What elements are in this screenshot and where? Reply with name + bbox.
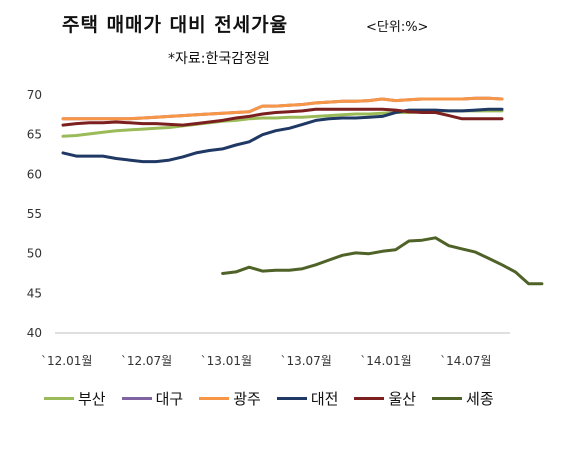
legend-label: 대전 <box>310 390 339 408</box>
legend-item: 세종 <box>432 388 494 409</box>
chart-title: 주택 매매가 대비 전세가율 <box>62 14 289 36</box>
series-line-5 <box>221 236 544 286</box>
x-tick-label: `14.01월 <box>360 354 411 368</box>
legend-item: 대구 <box>121 388 184 409</box>
x-tick-label: `13.07월 <box>280 354 331 368</box>
legend-swatch <box>354 397 385 400</box>
legend-swatch <box>432 397 463 400</box>
y-axis: 40 45 50 55 60 65 70 <box>27 88 42 340</box>
y-tick-label: 55 <box>27 207 42 221</box>
legend-swatch <box>44 397 74 400</box>
legend-item: 광주 <box>199 388 261 409</box>
legend-label: 광주 <box>233 390 261 408</box>
source-label: *자료:한국감정원 <box>168 51 270 67</box>
unit-label: <단위:%> <box>366 20 429 35</box>
legend-swatch <box>276 397 307 400</box>
x-tick-label: `13.01월 <box>201 354 252 368</box>
legend-item: 대전 <box>276 388 339 409</box>
y-tick-label: 50 <box>27 247 42 261</box>
y-tick-label: 45 <box>27 286 42 300</box>
legend-item: 부산 <box>44 388 106 409</box>
x-axis: `12.01월 `12.07월 `13.01월 `13.07월 `14.01월 `14.0… <box>41 332 510 368</box>
legend: 부산 대구 광주 대전 울산 세종 <box>44 388 510 409</box>
y-tick-label: 40 <box>27 326 42 340</box>
y-tick-label: 65 <box>27 128 42 142</box>
x-tick-label: `12.01월 <box>41 354 92 368</box>
legend-label: 세종 <box>466 390 494 408</box>
legend-swatch <box>121 397 152 400</box>
y-tick-label: 70 <box>27 88 42 102</box>
legend-label: 울산 <box>388 390 417 408</box>
series-lines <box>61 96 544 286</box>
series-line-3 <box>61 107 504 164</box>
x-tick-label: `12.07월 <box>121 354 172 368</box>
x-tick-label: `14.07월 <box>440 354 491 368</box>
legend-label: 부산 <box>78 390 106 408</box>
y-tick-label: 60 <box>27 167 42 181</box>
series-line-4 <box>61 107 504 127</box>
series-line-2 <box>61 96 504 121</box>
legend-item: 울산 <box>354 388 416 409</box>
legend-label: 대구 <box>155 390 184 408</box>
legend-swatch <box>199 397 230 400</box>
series-line-1 <box>61 96 504 121</box>
